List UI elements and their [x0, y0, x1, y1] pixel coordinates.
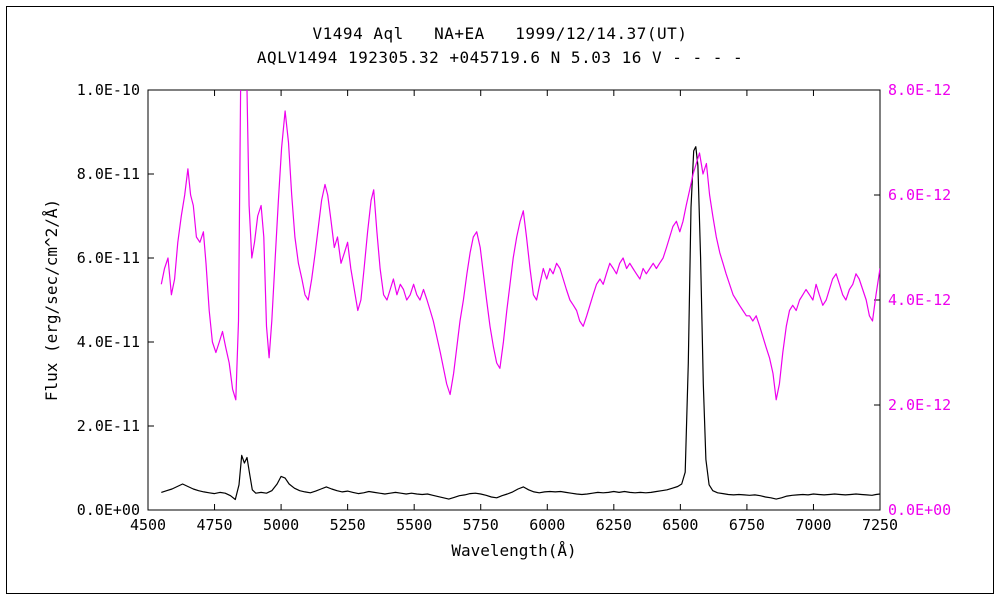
y-left-tick-label: 6.0E-11: [77, 249, 140, 267]
scaled-spectrum-magenta-trace: [160, 90, 880, 401]
flux-spectrum-black-trace: [161, 146, 880, 501]
x-tick-label: 6750: [729, 516, 765, 534]
y-right-tick-label: 8.0E-12: [888, 81, 951, 99]
plot-frame: [147, 89, 881, 511]
x-axis-title: Wavelength(Å): [451, 541, 576, 560]
x-tick-label: 5000: [263, 516, 299, 534]
x-tick-label: 5750: [463, 516, 499, 534]
x-tick-label: 5500: [396, 516, 432, 534]
y-left-tick-label: 8.0E-11: [77, 165, 140, 183]
y-left-tick-label: 1.0E-10: [77, 81, 140, 99]
x-tick-label: 4750: [196, 516, 232, 534]
y-right-tick-label: 2.0E-12: [888, 396, 951, 414]
chart-subtitle: AQLV1494 192305.32 +045719.6 N 5.03 16 V…: [256, 48, 744, 67]
screenshot-border: [6, 6, 994, 594]
x-tick-label: 6250: [596, 516, 632, 534]
x-tick-label: 5250: [330, 516, 366, 534]
x-tick-label: 6500: [662, 516, 698, 534]
chart-title: V1494 Aql NA+EA 1999/12/14.37(UT): [312, 24, 688, 43]
x-tick-label: 4500: [130, 516, 166, 534]
y-left-tick-label: 0.0E+00: [77, 501, 140, 519]
y-right-tick-label: 0.0E+00: [888, 501, 951, 519]
y-left-tick-label: 2.0E-11: [77, 417, 140, 435]
y-right-tick-label: 6.0E-12: [888, 186, 951, 204]
y-left-tick-label: 4.0E-11: [77, 333, 140, 351]
y-right-tick-label: 4.0E-12: [888, 291, 951, 309]
x-tick-label: 7000: [795, 516, 831, 534]
x-tick-label: 7250: [862, 516, 898, 534]
y-axis-title: Flux (erg/sec/cm^2/Å): [42, 199, 61, 401]
x-tick-label: 6000: [529, 516, 565, 534]
